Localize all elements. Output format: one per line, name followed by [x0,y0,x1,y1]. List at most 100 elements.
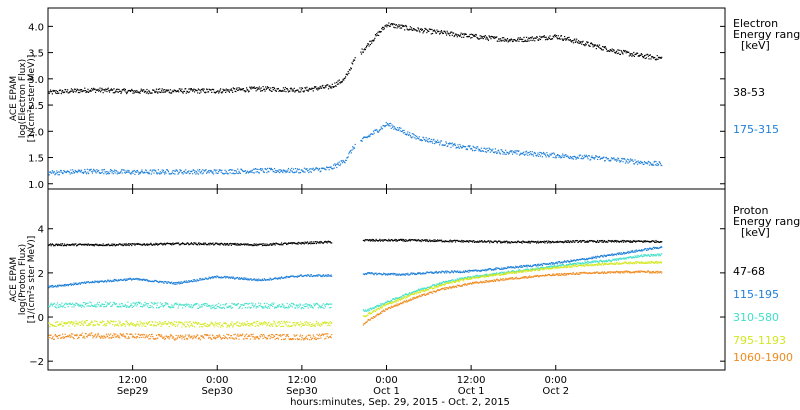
data-point [291,243,293,245]
data-point [172,242,174,244]
data-point [223,173,225,175]
data-point [248,171,250,173]
data-point [266,302,268,305]
data-point [610,240,612,242]
data-point [385,301,387,303]
data-point [656,58,658,60]
data-point [628,159,630,161]
data-point [56,91,59,93]
data-point [51,324,53,326]
data-point [125,170,127,172]
data-point [445,272,448,274]
data-point [413,134,415,136]
data-point [504,272,507,274]
data-point [99,87,101,89]
data-point [577,262,579,264]
data-point [436,240,438,242]
data-point [598,261,600,263]
data-point [87,91,90,93]
data-point [180,304,182,306]
data-point [233,242,235,245]
data-point [266,279,268,281]
data-point [456,278,458,280]
data-point [411,273,413,275]
data-point [183,324,186,326]
data-point [410,136,412,138]
data-point [83,306,85,308]
data-point [433,142,436,145]
data-point [214,275,217,278]
data-point [564,38,566,40]
data-point [661,246,663,248]
data-point [56,321,58,323]
data-point [242,277,245,279]
data-point [109,244,111,247]
data-point [65,172,67,174]
data-point [306,305,308,307]
data-point [538,38,540,40]
data-point [399,27,401,29]
data-point [575,240,577,242]
data-point [320,275,322,278]
data-point [626,51,629,53]
data-point [527,264,529,266]
data-point [651,55,653,58]
data-point [640,160,642,162]
data-point [115,324,118,326]
data-point [558,154,561,157]
data-point [491,241,493,243]
data-point [414,290,417,293]
data-point [122,279,124,282]
data-point [70,88,73,90]
data-point [58,174,60,176]
data-point [141,169,143,171]
data-point [305,303,307,305]
data-point [407,294,409,296]
data-point [284,170,286,172]
data-point [310,243,312,245]
data-point [253,305,255,307]
data-point [438,271,441,273]
data-point [460,32,462,34]
data-point [225,276,227,278]
data-point [572,259,575,262]
data-point [193,279,196,281]
data-point [395,128,397,130]
data-point [178,281,180,283]
legend-entry: 38-53 [733,86,765,99]
data-point [423,287,425,290]
data-point [185,280,187,282]
data-point [145,244,147,246]
data-point [548,240,550,243]
data-point [527,268,530,271]
data-point [471,270,474,272]
data-point [244,278,246,280]
data-point [516,241,518,244]
data-point [639,255,641,257]
data-point [237,89,239,91]
data-point [186,90,188,92]
data-point [148,280,150,282]
data-point [165,323,167,325]
data-point [159,173,161,175]
data-point [166,89,168,91]
data-point [577,40,580,42]
data-point [98,90,100,92]
data-point [484,268,486,270]
data-point [527,151,530,154]
data-point [494,269,496,271]
data-point [263,88,265,91]
data-point [125,244,127,247]
data-point [120,324,122,326]
data-point [591,256,593,258]
data-point [621,257,623,260]
data-point [153,89,155,91]
data-point [65,303,67,305]
data-point [633,251,636,253]
data-point [111,280,113,282]
data-point [162,169,165,171]
data-point [284,242,286,244]
data-point [237,244,239,246]
data-point [575,40,577,42]
data-point [190,280,192,282]
